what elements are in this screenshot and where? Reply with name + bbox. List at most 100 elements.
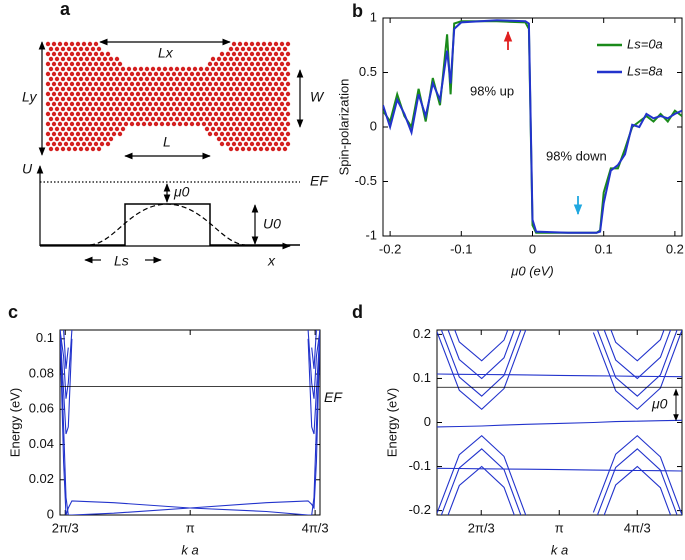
atom <box>261 51 267 57</box>
atom <box>285 41 291 47</box>
atom <box>237 131 243 137</box>
atom <box>129 111 135 117</box>
atom <box>267 81 273 87</box>
atom <box>72 86 78 92</box>
atom <box>240 146 246 152</box>
atom <box>282 116 288 122</box>
atom <box>255 131 261 137</box>
atom <box>117 131 123 137</box>
atom <box>48 66 54 72</box>
atom <box>84 76 90 82</box>
atom <box>201 101 207 107</box>
y-axis-label: Energy (eV) <box>384 388 399 457</box>
atom <box>84 106 90 112</box>
atom <box>273 111 279 117</box>
atom <box>252 66 258 72</box>
series-line <box>440 330 678 397</box>
atom <box>228 136 234 142</box>
atom <box>81 71 87 77</box>
atom <box>279 111 285 117</box>
atom <box>129 91 135 97</box>
atom <box>165 101 171 107</box>
atom <box>246 66 252 72</box>
atom <box>252 146 258 152</box>
atom <box>108 106 114 112</box>
atom <box>243 141 249 147</box>
atom <box>249 61 255 67</box>
atom <box>147 121 153 127</box>
atom <box>204 126 210 132</box>
atom <box>264 86 270 92</box>
atom <box>228 66 234 72</box>
atom <box>63 51 69 57</box>
x-axis-label: k a <box>551 542 568 557</box>
atom <box>249 111 255 117</box>
y-tick-label: 0.2 <box>413 326 431 341</box>
atom <box>78 96 84 102</box>
atom <box>51 121 57 127</box>
atom <box>111 131 117 137</box>
atom <box>249 71 255 77</box>
atom <box>132 76 138 82</box>
atom <box>183 91 189 97</box>
atom <box>174 116 180 122</box>
atom <box>51 61 57 67</box>
atom <box>45 61 51 67</box>
atom <box>183 121 189 127</box>
atom <box>195 121 201 127</box>
atom <box>264 126 270 132</box>
atom <box>195 71 201 77</box>
atom <box>90 86 96 92</box>
atom <box>60 116 66 122</box>
atom <box>69 51 75 57</box>
atom <box>186 96 192 102</box>
atom <box>168 116 174 122</box>
atom <box>159 71 165 77</box>
atom <box>195 81 201 87</box>
atom <box>57 51 63 57</box>
atom <box>219 61 225 67</box>
atom <box>231 61 237 67</box>
atom <box>162 116 168 122</box>
atom <box>207 71 213 77</box>
atom <box>60 76 66 82</box>
atom <box>111 71 117 77</box>
atom <box>180 116 186 122</box>
y-tick-label: -0.1 <box>409 458 431 473</box>
atom <box>84 86 90 92</box>
atom <box>216 56 222 62</box>
atom <box>87 111 93 117</box>
atom <box>249 101 255 107</box>
atom <box>129 121 135 127</box>
atom <box>150 76 156 82</box>
atom <box>135 101 141 107</box>
label: U0 <box>263 216 281 232</box>
atom <box>264 46 270 52</box>
atom <box>150 116 156 122</box>
atom <box>99 61 105 67</box>
atom <box>183 111 189 117</box>
atom <box>255 41 261 47</box>
atom <box>231 121 237 127</box>
atom <box>123 91 129 97</box>
atom <box>102 76 108 82</box>
atom <box>72 66 78 72</box>
atom <box>228 106 234 112</box>
atom <box>207 101 213 107</box>
atom <box>141 121 147 127</box>
atom <box>258 76 264 82</box>
atom <box>93 81 99 87</box>
atom <box>78 106 84 112</box>
atom <box>246 106 252 112</box>
atom <box>270 56 276 62</box>
atom <box>237 91 243 97</box>
plot-frame <box>59 329 321 516</box>
atom <box>282 126 288 132</box>
atom <box>162 86 168 92</box>
atom <box>261 61 267 67</box>
atom <box>246 116 252 122</box>
atom <box>81 91 87 97</box>
atom <box>261 71 267 77</box>
atom <box>63 141 69 147</box>
atom <box>252 116 258 122</box>
